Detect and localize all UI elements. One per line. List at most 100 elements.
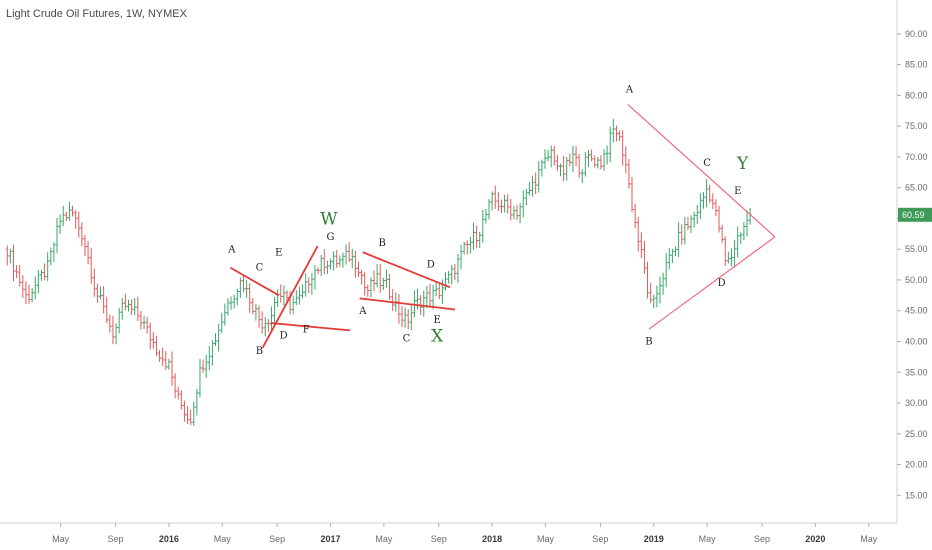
price-bar [496, 191, 500, 212]
price-bar [235, 288, 239, 306]
price-bar [397, 293, 401, 324]
price-bar [276, 289, 280, 308]
x-tick-label: Sep [431, 534, 447, 544]
x-tick-label: 2016 [159, 534, 179, 544]
price-bar [108, 314, 112, 333]
price-bar [158, 350, 162, 362]
price-bar [406, 309, 410, 330]
price-bar [344, 244, 348, 265]
price-bar [241, 274, 245, 293]
price-bar [580, 169, 584, 184]
price-bar [151, 332, 155, 349]
price-bar [217, 324, 221, 352]
price-bar [527, 182, 531, 196]
price-bar [307, 277, 311, 294]
price-bar [201, 359, 205, 373]
price-bar [120, 298, 124, 320]
price-bar [279, 284, 283, 303]
price-bar [689, 215, 693, 233]
price-bar [562, 155, 566, 182]
x-tick-label: May [375, 534, 393, 544]
wave-label: C [256, 263, 264, 274]
triangle-line [648, 236, 776, 330]
x-tick-label: 2018 [482, 534, 502, 544]
price-bar [105, 296, 109, 324]
price-bar [487, 199, 491, 220]
price-bar [745, 210, 749, 237]
price-bar [27, 284, 31, 304]
y-tick-label: 15.00 [905, 490, 928, 500]
price-bar [145, 317, 149, 334]
y-tick-label: 85.00 [905, 60, 928, 70]
price-bar [67, 201, 71, 221]
price-bar [369, 277, 373, 297]
price-bar [450, 264, 454, 285]
wave-label: A [227, 244, 236, 255]
price-bar [680, 224, 684, 245]
last-price-label: 60.59 [902, 210, 925, 220]
wave-label: D [427, 260, 435, 271]
x-tick-label: May [52, 534, 70, 544]
price-bar [586, 149, 590, 168]
price-bar [372, 270, 376, 292]
price-bar [683, 217, 687, 245]
price-bar [316, 267, 320, 275]
trend-line [359, 297, 456, 311]
price-bar [524, 188, 528, 206]
price-bar [388, 274, 392, 300]
price-bar [350, 248, 354, 269]
price-bar [692, 211, 696, 228]
wave-label: E [434, 315, 441, 326]
price-bar [161, 347, 165, 366]
price-bar [456, 253, 460, 283]
wave-degree-label: W [320, 210, 338, 230]
price-bar [126, 299, 130, 312]
price-bar [30, 288, 34, 303]
price-bar [214, 333, 218, 346]
price-bar [714, 199, 718, 217]
price-bar [412, 290, 416, 318]
y-tick-label: 80.00 [905, 90, 928, 100]
price-bar [179, 390, 183, 410]
price-bar [614, 125, 618, 142]
price-bar [512, 205, 516, 220]
price-bar [490, 191, 494, 211]
price-bar [493, 185, 497, 209]
price-bar [742, 221, 746, 241]
price-bar [198, 359, 202, 398]
price-bar [189, 409, 193, 425]
trend-line [362, 251, 451, 289]
price-bar [341, 252, 345, 268]
price-bar [210, 340, 214, 366]
price-bar [705, 179, 709, 208]
price-bar [238, 277, 242, 298]
price-bar [223, 303, 227, 326]
price-bar [649, 282, 653, 304]
y-tick-label: 75.00 [905, 121, 928, 131]
x-tick-label: May [699, 534, 717, 544]
price-bar [555, 155, 559, 171]
price-bar [18, 265, 22, 287]
price-bar [605, 145, 609, 165]
price-bar [459, 244, 463, 270]
price-bar [329, 258, 333, 270]
price-bar [8, 248, 12, 264]
price-bar [319, 254, 323, 277]
price-bar [599, 155, 603, 170]
price-bar [195, 389, 199, 416]
price-bar [232, 294, 236, 309]
wave-label: F [303, 324, 310, 335]
price-bar [15, 265, 19, 279]
price-bar [92, 268, 96, 297]
price-bar [36, 270, 40, 294]
price-bar [204, 354, 208, 378]
price-bar [503, 194, 507, 213]
price-bar [546, 149, 550, 162]
y-tick-label: 30.00 [905, 398, 928, 408]
price-bar [257, 305, 261, 328]
price-bar [428, 283, 432, 308]
price-bar [186, 406, 190, 424]
price-bar [139, 311, 143, 330]
